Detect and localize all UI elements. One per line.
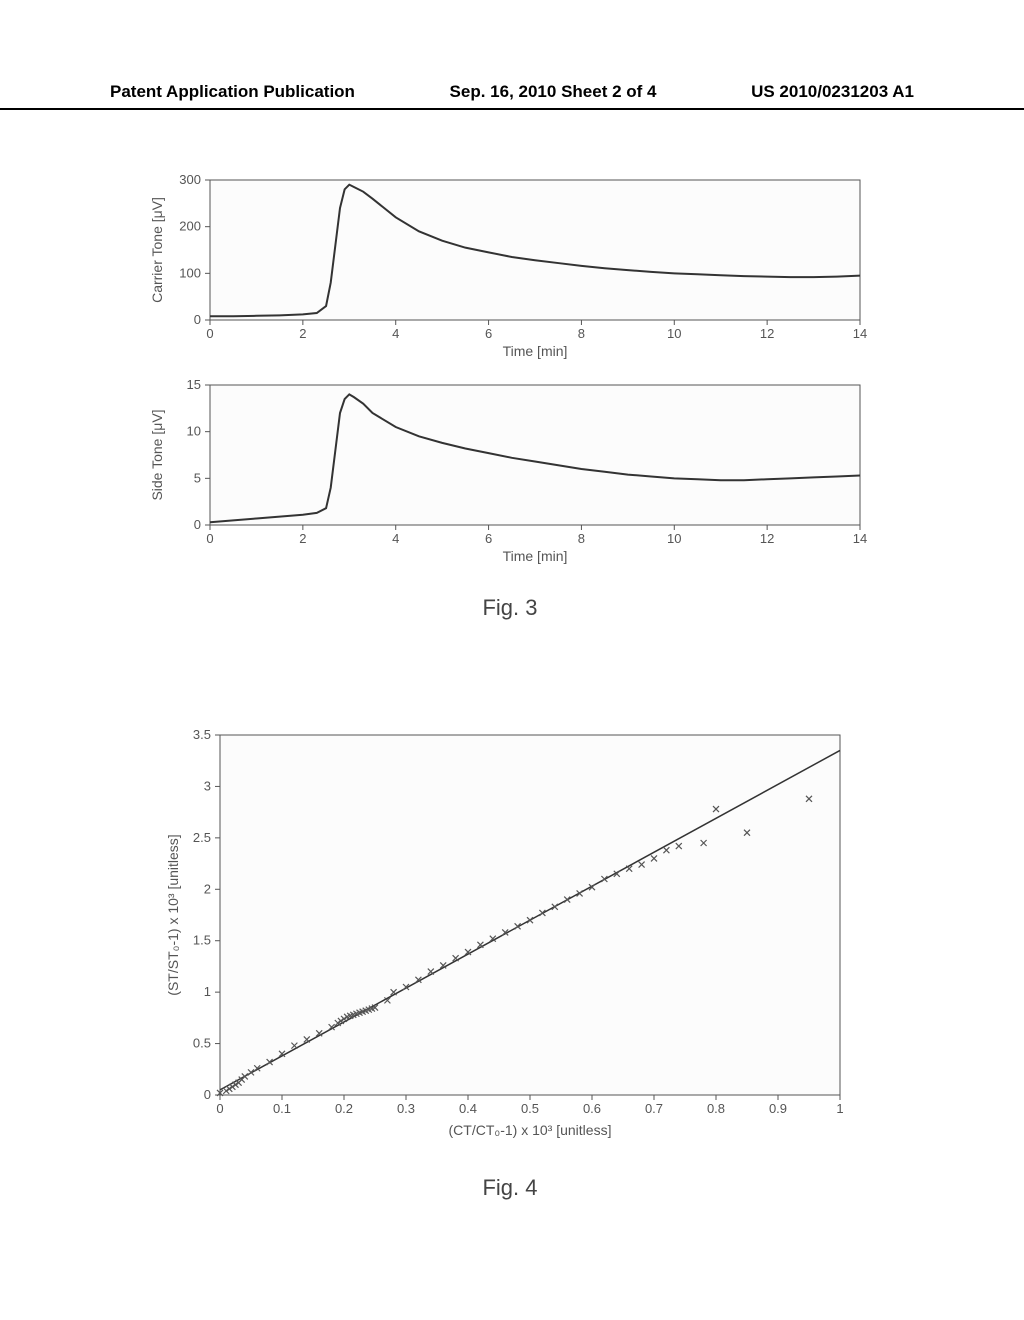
svg-text:(ST/ST₀-1) x 10³ [unitless]: (ST/ST₀-1) x 10³ [unitless]	[165, 834, 181, 995]
svg-text:Time [min]: Time [min]	[503, 548, 568, 564]
header-right: US 2010/0231203 A1	[751, 82, 914, 102]
svg-text:0.5: 0.5	[193, 1036, 211, 1051]
svg-text:0: 0	[206, 531, 213, 546]
svg-text:6: 6	[485, 531, 492, 546]
svg-text:0.8: 0.8	[707, 1101, 725, 1116]
svg-text:12: 12	[760, 326, 774, 341]
svg-text:4: 4	[392, 531, 399, 546]
page: Patent Application Publication Sep. 16, …	[0, 0, 1024, 1320]
svg-text:3: 3	[204, 778, 211, 793]
svg-text:2: 2	[299, 326, 306, 341]
fig4-chart: 0 0.1 0.2 0.3 0.4 0.5 0.6 0.7 0.8 0.9 1 0 0.5 1 1.5 2 2.…	[150, 720, 870, 1150]
svg-text:0.6: 0.6	[583, 1101, 601, 1116]
svg-text:0.3: 0.3	[397, 1101, 415, 1116]
svg-text:2.5: 2.5	[193, 830, 211, 845]
svg-text:0.7: 0.7	[645, 1101, 663, 1116]
fig3-charts: 024681012140100200300Time [min]Carrier T…	[130, 170, 890, 570]
svg-text:Carrier Tone [μV]: Carrier Tone [μV]	[149, 197, 165, 303]
svg-text:(CT/CT₀-1) x 10³ [unitless]: (CT/CT₀-1) x 10³ [unitless]	[449, 1122, 612, 1138]
fig3-caption: Fig. 3	[130, 595, 890, 621]
svg-text:100: 100	[179, 265, 201, 280]
svg-text:0.4: 0.4	[459, 1101, 477, 1116]
figure-4: 0 0.1 0.2 0.3 0.4 0.5 0.6 0.7 0.8 0.9 1 0 0.5 1 1.5 2 2.…	[150, 720, 870, 1201]
svg-text:14: 14	[853, 531, 867, 546]
svg-text:15: 15	[187, 377, 201, 392]
svg-text:6: 6	[485, 326, 492, 341]
svg-text:0.1: 0.1	[273, 1101, 291, 1116]
page-header: Patent Application Publication Sep. 16, …	[0, 82, 1024, 110]
svg-text:300: 300	[179, 172, 201, 187]
svg-text:8: 8	[578, 531, 585, 546]
svg-text:4: 4	[392, 326, 399, 341]
svg-text:0: 0	[194, 517, 201, 532]
svg-text:14: 14	[853, 326, 867, 341]
svg-text:5: 5	[194, 470, 201, 485]
svg-text:0: 0	[206, 326, 213, 341]
svg-text:12: 12	[760, 531, 774, 546]
svg-text:10: 10	[667, 326, 681, 341]
svg-text:0.9: 0.9	[769, 1101, 787, 1116]
svg-text:2: 2	[204, 881, 211, 896]
figure-3: 024681012140100200300Time [min]Carrier T…	[130, 170, 890, 621]
svg-text:0: 0	[216, 1101, 223, 1116]
svg-text:0.5: 0.5	[521, 1101, 539, 1116]
svg-text:Side Tone [μV]: Side Tone [μV]	[149, 409, 165, 500]
svg-text:0: 0	[204, 1087, 211, 1102]
svg-text:Time [min]: Time [min]	[503, 343, 568, 359]
svg-text:0: 0	[194, 312, 201, 327]
header-left: Patent Application Publication	[110, 82, 355, 102]
svg-text:8: 8	[578, 326, 585, 341]
svg-text:2: 2	[299, 531, 306, 546]
svg-text:1.5: 1.5	[193, 933, 211, 948]
header-center: Sep. 16, 2010 Sheet 2 of 4	[450, 82, 657, 102]
svg-text:10: 10	[667, 531, 681, 546]
svg-text:1: 1	[204, 984, 211, 999]
svg-text:3.5: 3.5	[193, 727, 211, 742]
svg-text:200: 200	[179, 219, 201, 234]
svg-text:10: 10	[187, 424, 201, 439]
svg-text:0.2: 0.2	[335, 1101, 353, 1116]
svg-text:1: 1	[836, 1101, 843, 1116]
fig4-caption: Fig. 4	[150, 1175, 870, 1201]
